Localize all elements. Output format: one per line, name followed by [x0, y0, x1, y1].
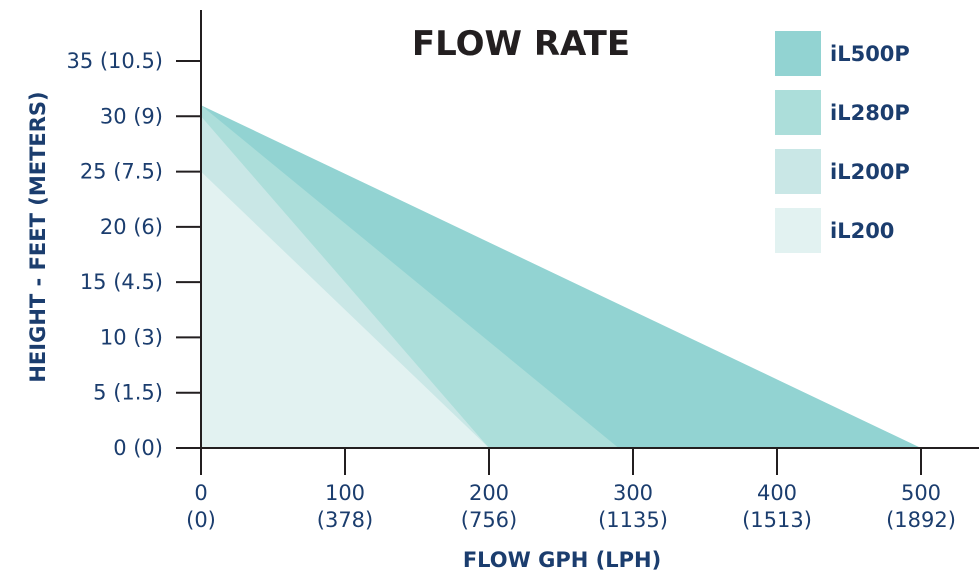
y-tick-label: 35 (10.5) [66, 49, 163, 73]
x-tick-label: 300 [613, 481, 653, 505]
y-tick-label: 0 (0) [113, 436, 163, 460]
legend-label-il200: iL200 [830, 219, 894, 243]
x-tick-sublabel: (1135) [598, 508, 668, 532]
y-ticks-group: 0 (0) 5 (1.5) 10 (3) 15 (4.5) 20 (6) 25 (7.5)… [66, 49, 201, 460]
y-tick-label: 15 (4.5) [80, 270, 163, 294]
x-tick-sublabel: (756) [461, 508, 517, 532]
x-tick-sublabel: (1892) [886, 508, 956, 532]
x-axis-title: FLOW GPH (LPH) [463, 548, 661, 572]
y-tick-label: 5 (1.5) [93, 381, 163, 405]
x-tick-sublabel: (0) [186, 508, 216, 532]
legend-swatch-il200 [775, 208, 821, 253]
legend-label-il500p: iL500P [830, 42, 910, 66]
legend: iL500P iL280P iL200P iL200 [775, 31, 910, 253]
axes-group [176, 10, 979, 475]
y-tick-label: 10 (3) [100, 325, 163, 349]
x-ticks-group: 0 (0) 100 (378) 200 (756) 300 (1135) 400 (1513) 50… [186, 448, 956, 532]
x-tick-label: 400 [757, 481, 797, 505]
x-tick-label: 200 [469, 481, 509, 505]
x-tick-label: 0 [194, 481, 207, 505]
legend-label-il280p: iL280P [830, 101, 910, 125]
y-tick-label: 25 (7.5) [80, 160, 163, 184]
y-tick-label: 20 (6) [100, 215, 163, 239]
y-tick-label: 30 (9) [100, 104, 163, 128]
x-tick-sublabel: (378) [317, 508, 373, 532]
legend-swatch-il500p [775, 31, 821, 76]
y-axis-title: HEIGHT - FEET (METERS) [26, 91, 50, 382]
legend-swatch-il200p [775, 149, 821, 194]
area-il200 [201, 171, 489, 449]
x-tick-label: 100 [325, 481, 365, 505]
x-tick-sublabel: (1513) [742, 508, 812, 532]
chart-title: FLOW RATE [412, 24, 630, 64]
legend-swatch-il280p [775, 90, 821, 135]
x-tick-label: 500 [901, 481, 941, 505]
area-series-group [201, 105, 921, 449]
legend-label-il200p: iL200P [830, 160, 910, 184]
